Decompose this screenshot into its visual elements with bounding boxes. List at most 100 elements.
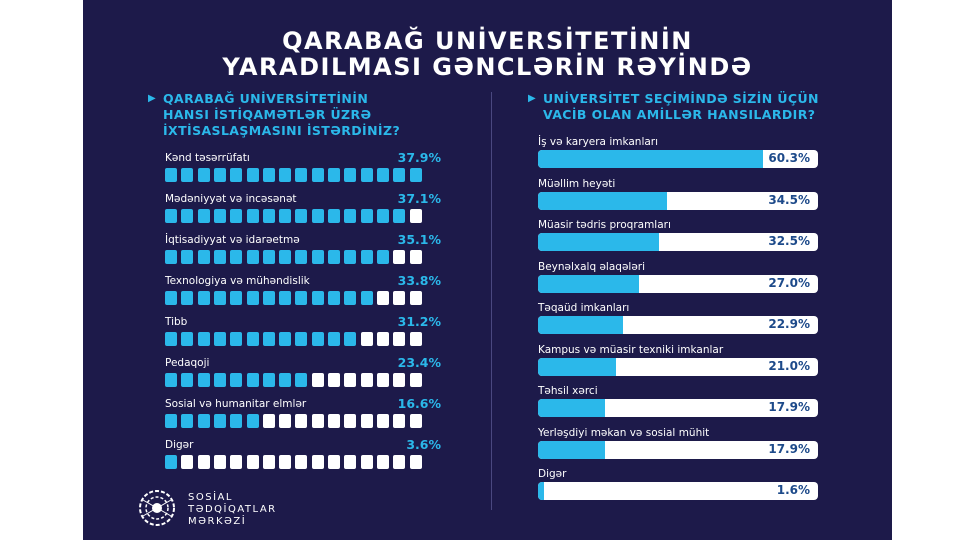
left-bar-tile <box>376 332 389 346</box>
left-bar-tile <box>360 414 373 428</box>
left-bar-tile <box>246 250 259 264</box>
left-bar-tile <box>246 209 259 223</box>
right-bar <box>538 150 764 168</box>
left-value-label: 33.8% <box>397 273 441 288</box>
right-value-label: 21.0% <box>768 358 810 373</box>
left-bar-tile <box>230 250 243 264</box>
left-bar-tile <box>360 209 373 223</box>
left-bar-tile <box>213 332 226 346</box>
left-category-label: Mədəniyyət və incəsənət <box>165 193 297 205</box>
left-bar-tile <box>230 332 243 346</box>
left-bar-tile <box>262 291 275 305</box>
left-bar-tile <box>328 209 340 223</box>
right-value-label: 60.3% <box>768 151 810 165</box>
title-line-1: QARABAĞ UNİVERSİTETİNİN <box>282 27 693 55</box>
left-bar-tile <box>376 250 389 264</box>
left-bar-tile <box>376 455 389 469</box>
right-bar <box>538 482 544 500</box>
logo-line-2: TƏDQİQATLAR <box>188 504 277 515</box>
left-bar-tile <box>409 332 422 346</box>
left-value-label: 37.9% <box>397 150 441 165</box>
left-bar-tile <box>165 332 177 346</box>
left-bar-tile <box>311 455 324 469</box>
left-bar-tile <box>409 168 422 182</box>
left-bar-tile <box>262 373 275 387</box>
right-bar <box>538 399 605 417</box>
left-bar-tile <box>165 414 177 428</box>
left-category-label: İqtisadiyyat və idarəetmə <box>165 234 300 246</box>
left-bar-tile <box>376 168 389 182</box>
right-value-label: 32.5% <box>768 234 810 248</box>
right-value-label: 17.9% <box>768 441 810 456</box>
right-bar-track: 17.9% <box>538 440 818 459</box>
right-value-label: 34.5% <box>768 192 810 207</box>
left-bar-tile <box>279 291 292 305</box>
left-bar-tile <box>197 455 210 469</box>
left-bar-tile <box>344 291 357 305</box>
left-bar-tile <box>328 250 340 264</box>
left-bar-tile <box>181 168 194 182</box>
left-bar-tile <box>311 168 324 182</box>
left-bar-tile <box>409 291 422 305</box>
left-bar-tile <box>230 209 243 223</box>
left-bar-tile <box>393 250 406 264</box>
left-bar-tile <box>181 209 194 223</box>
left-bar-tile <box>181 250 194 264</box>
left-bar-tile <box>328 373 340 387</box>
left-bar-tile <box>197 168 210 182</box>
left-bar-tile <box>376 291 389 305</box>
logo-line-3: MƏRKƏZİ <box>188 516 247 527</box>
right-bar <box>538 233 660 251</box>
left-bar-tile <box>262 332 275 346</box>
left-bar-tile <box>197 373 210 387</box>
logo-emblem-icon <box>139 490 175 526</box>
left-bar-tile <box>246 332 259 346</box>
left-bar-tile <box>393 455 406 469</box>
left-category-label: Digər <box>165 439 194 451</box>
left-bar-tile <box>165 168 177 182</box>
right-bar-track: 1.6% <box>538 482 818 500</box>
right-bar-track: 34.5% <box>538 191 818 210</box>
left-bar-tile <box>360 332 373 346</box>
right-bar <box>538 274 639 293</box>
left-bar-tile <box>213 455 226 469</box>
right-bar-track: 60.3% <box>538 150 818 168</box>
left-bar-tile <box>393 291 406 305</box>
right-category-label: Yerləşdiyi məkan və sosial mühit <box>538 426 710 439</box>
left-bar-tile <box>279 455 292 469</box>
left-bar-tile <box>344 209 357 223</box>
left-bar-tile <box>197 209 210 223</box>
left-bar-tile <box>295 168 308 182</box>
right-bar <box>538 357 617 376</box>
left-bar-tile <box>213 209 226 223</box>
left-question-line-1: QARABAĞ UNİVERSİTETİNİN <box>163 91 369 106</box>
left-bar-tile <box>262 250 275 264</box>
left-bar-tile <box>246 414 259 428</box>
left-bar-tile <box>328 414 340 428</box>
left-bar-tile <box>181 373 194 387</box>
left-value-label: 3.6% <box>406 437 441 452</box>
left-bar-tile <box>295 373 308 387</box>
left-bar-tile <box>230 455 243 469</box>
left-bar-tile <box>393 332 406 346</box>
left-bar-tile <box>197 332 210 346</box>
left-category-label: Texnologiya və mühəndislik <box>165 275 310 287</box>
left-bar-tile <box>295 455 308 469</box>
left-bar-tile <box>197 250 210 264</box>
left-bar-tile <box>360 455 373 469</box>
left-bar-tile <box>230 291 243 305</box>
right-category-label: Təhsil xərci <box>538 385 598 397</box>
left-question: ▶ QARABAĞ UNİVERSİTETİNİN HANSI İSTİQAMƏ… <box>148 91 400 139</box>
left-bar-tile <box>360 291 373 305</box>
left-bar-tile <box>376 373 389 387</box>
left-bar-tile <box>311 373 324 387</box>
poster: QARABAĞ UNİVERSİTETİNİN YARADILMASI GƏNC… <box>83 0 892 540</box>
left-bar-tile <box>393 209 406 223</box>
left-value-label: 35.1% <box>397 232 441 247</box>
left-bar-tile <box>230 373 243 387</box>
left-bar-tile <box>197 291 210 305</box>
left-bar-tile <box>165 291 177 305</box>
left-bar-tile <box>311 414 324 428</box>
left-bar-tile <box>197 414 210 428</box>
right-value-label: 1.6% <box>776 483 810 497</box>
